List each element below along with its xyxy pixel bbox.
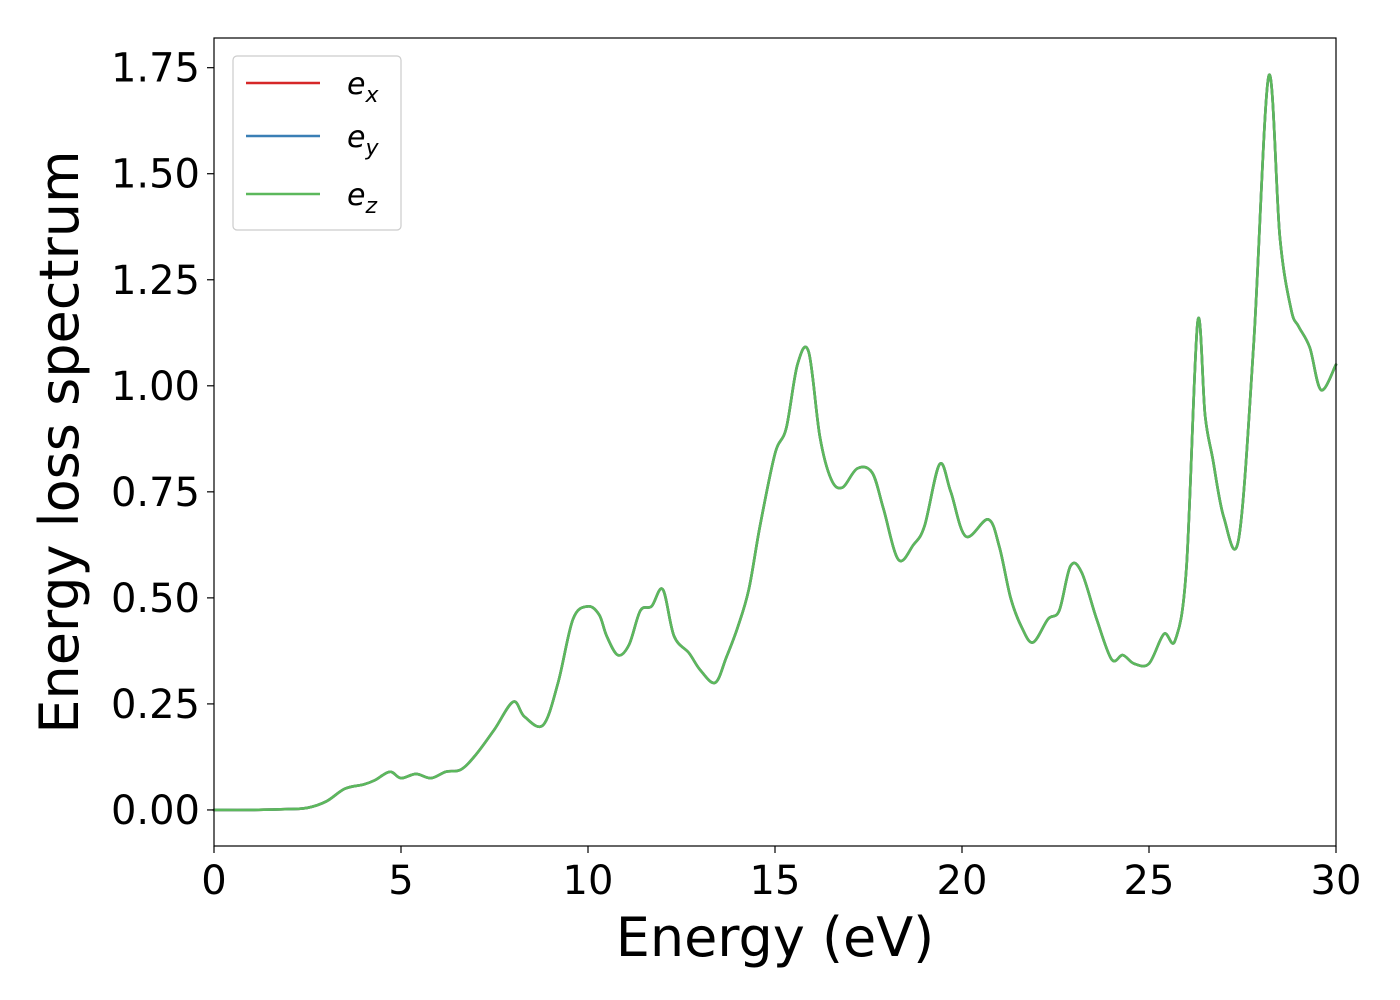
x-tick-label: 5 xyxy=(388,858,413,904)
x-tick-label: 20 xyxy=(937,858,988,904)
y-tick-label: 1.50 xyxy=(111,152,200,198)
legend-entry-ey: ey xyxy=(347,120,379,161)
y-tick-label: 0.25 xyxy=(111,682,200,728)
x-tick-label: 10 xyxy=(563,858,614,904)
x-tick-label: 30 xyxy=(1311,858,1362,904)
y-tick-label: 0.00 xyxy=(111,788,200,834)
legend-entry-ex: ex xyxy=(347,67,379,108)
y-axis-label: Energy loss spectrum xyxy=(28,150,91,733)
x-tick-label: 15 xyxy=(750,858,801,904)
legend: ex ey ez xyxy=(232,55,402,231)
x-tick-label: 0 xyxy=(201,858,226,904)
x-axis-label: Energy (eV) xyxy=(616,906,935,969)
y-tick-label: 1.25 xyxy=(111,258,200,304)
y-tick-label: 0.75 xyxy=(111,470,200,516)
x-tick-label: 25 xyxy=(1124,858,1175,904)
y-tick-label: 1.00 xyxy=(111,364,200,410)
y-tick-label: 1.75 xyxy=(111,46,200,92)
legend-box xyxy=(232,55,402,231)
series-line-ez xyxy=(212,73,1338,812)
legend-entry-ez: ez xyxy=(347,178,377,219)
x-axis-ticks: 0 5 10 15 20 25 30 xyxy=(201,846,1361,904)
y-axis-ticks: 0.00 0.25 0.50 0.75 1.00 1.25 1.50 1.75 xyxy=(111,46,214,834)
y-tick-label: 0.50 xyxy=(111,576,200,622)
series-layer xyxy=(212,73,1338,812)
